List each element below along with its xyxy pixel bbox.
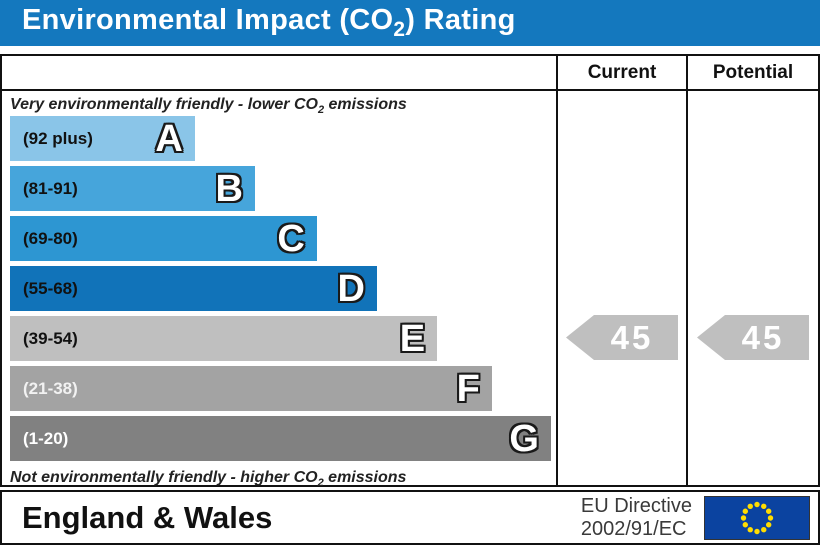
band-row-C: (69-80) C (10, 216, 317, 261)
band-letter: F (456, 367, 480, 410)
band-row-G: (1-20) G (10, 416, 551, 461)
current-rating-arrow: 45 (566, 315, 678, 360)
eu-flag-icon (704, 495, 810, 540)
band-range-label: (55-68) (23, 278, 78, 298)
eu-directive-label: EU Directive 2002/91/EC (581, 495, 692, 540)
band-letter: B (215, 167, 243, 210)
band-range-label: (81-91) (23, 178, 78, 198)
eu-directive-line1: EU Directive (580, 495, 692, 518)
band-range-label: (1-20) (23, 428, 69, 448)
band-letter: E (399, 317, 426, 360)
co2-subscript: 2 (317, 477, 324, 490)
eu-directive-line2: 2002/91/EC (580, 517, 687, 540)
band-range-label: (21-38) (23, 378, 78, 398)
bands-chart: Very environmentally friendly - lower CO… (2, 91, 556, 489)
potential-rating-value: 45 (741, 318, 785, 356)
current-column-header: Current (556, 56, 686, 89)
footer: England & Wales EU Directive 2002/91/EC (0, 490, 820, 545)
band-row-D: (55-68) D (10, 266, 377, 311)
band-letter: C (277, 217, 305, 260)
top-note: Very environmentally friendly - lower CO… (10, 96, 407, 117)
co2-subscript: 2 (317, 104, 325, 117)
title-bar: Environmental Impact (CO2) Rating (0, 0, 820, 46)
current-rating-value: 45 (610, 318, 654, 356)
band-letter: D (337, 267, 365, 310)
potential-value-cell: 45 (686, 91, 818, 485)
band-letter: G (509, 417, 539, 460)
chart-column-header-empty (2, 56, 556, 89)
band-range-label: (69-80) (23, 228, 78, 248)
band-row-F: (21-38) F (10, 366, 492, 411)
band-range-label: (39-54) (23, 328, 78, 348)
band-letter: A (155, 117, 183, 160)
band-list: (92 plus) A (81-91) B (69-80) C (55-68) D (39-54… (10, 116, 552, 461)
band-range-label: (92 plus) (23, 128, 93, 148)
co2-subscript: 2 (393, 17, 406, 41)
table-body-row: Very environmentally friendly - lower CO… (2, 91, 818, 489)
band-row-A: (92 plus) A (10, 116, 195, 161)
potential-column-header: Potential (686, 56, 818, 89)
page-title: Environmental Impact (CO2) Rating (22, 4, 516, 41)
band-row-B: (81-91) B (10, 166, 255, 211)
current-value-cell: 45 (556, 91, 686, 485)
rating-table: Current Potential Very environmentally f… (0, 54, 820, 489)
bottom-note: Not environmentally friendly - higher CO… (10, 469, 407, 490)
region-label: England & Wales (22, 499, 273, 535)
table-header-row: Current Potential (2, 56, 818, 91)
potential-rating-arrow: 45 (697, 315, 809, 360)
band-row-E: (39-54) E (10, 316, 438, 361)
